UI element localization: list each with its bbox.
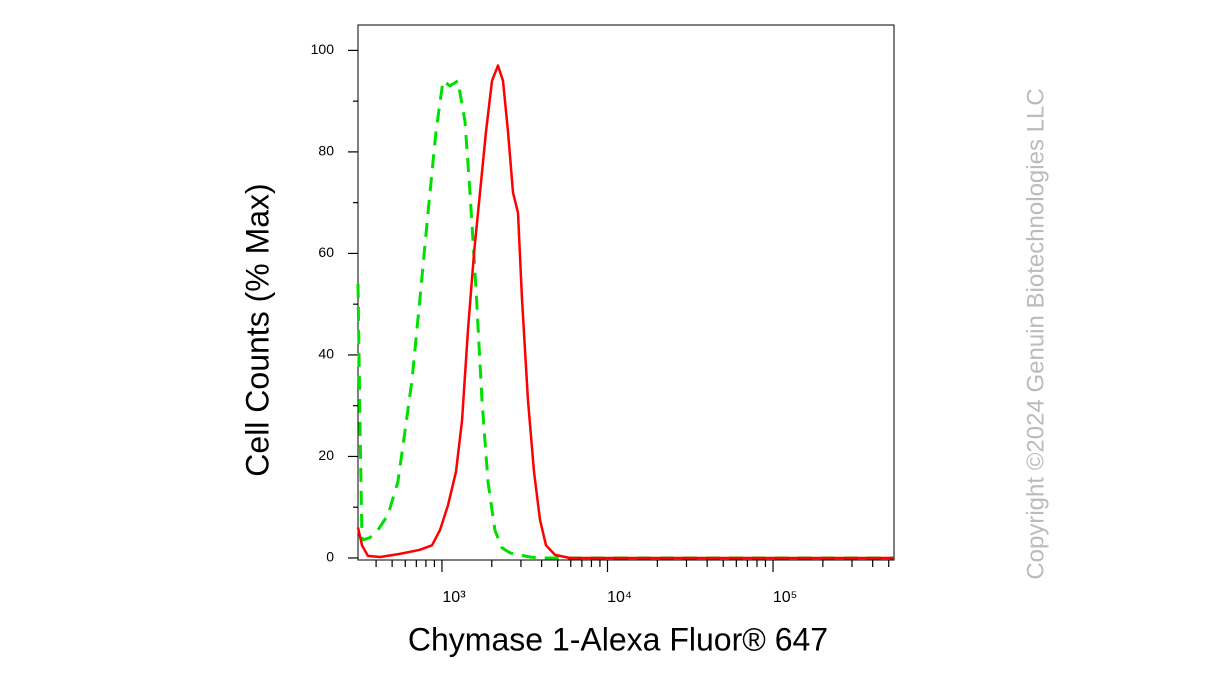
y-tick-label: 100 <box>311 41 335 57</box>
x-tick-label: 10⁴ <box>607 589 632 606</box>
x-axis-label: Chymase 1-Alexa Fluor® 647 <box>408 621 828 657</box>
y-tick-label: 40 <box>318 346 334 362</box>
y-axis-label: Cell Counts (% Max) <box>239 183 275 476</box>
plot-frame <box>357 24 895 561</box>
x-tick-label: 10³ <box>442 589 466 606</box>
histogram-line <box>356 79 894 560</box>
y-tick-label: 0 <box>326 549 334 565</box>
y-tick-label: 20 <box>318 447 334 463</box>
y-tick-label: 60 <box>318 244 334 260</box>
y-tick-label: 80 <box>318 143 334 159</box>
watermark: Copyright ©2024 Genuin Biotechnologies L… <box>1022 88 1049 579</box>
histogram-line <box>356 64 894 560</box>
x-tick-label: 10⁵ <box>773 589 797 606</box>
